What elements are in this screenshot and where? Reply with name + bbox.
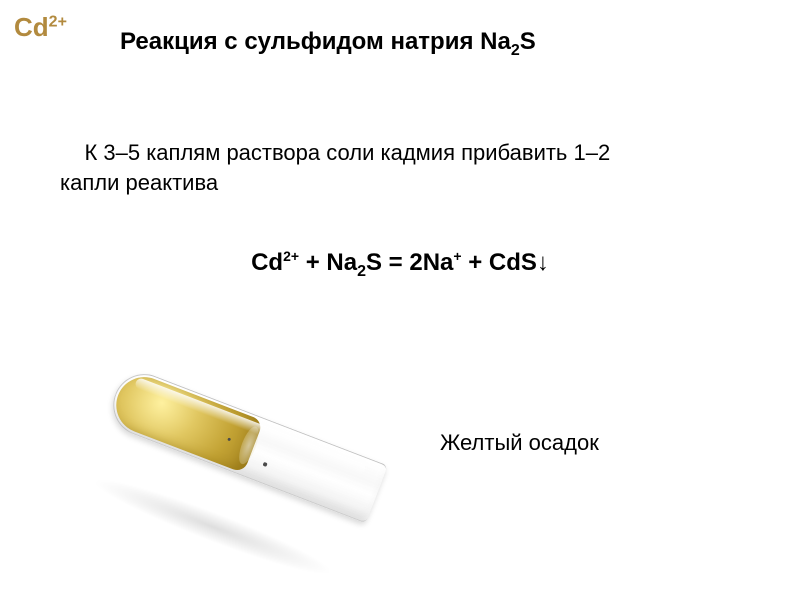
eq-p4: S = 2Na xyxy=(366,249,453,276)
speck-icon xyxy=(263,462,268,467)
instruction-line2: капли реактива xyxy=(60,170,218,195)
instruction-text: К 3–5 каплям раствора соли кадмия прибав… xyxy=(60,138,760,197)
title-sub: 2 xyxy=(511,42,520,59)
eq-p2: + Na xyxy=(299,249,357,276)
result-text: Желтый осадок xyxy=(440,430,599,456)
title-suffix: S xyxy=(520,28,536,55)
eq-p3: 2 xyxy=(357,263,366,280)
eq-p5: + xyxy=(453,248,461,264)
element-charge: 2+ xyxy=(49,13,67,30)
eq-p1: 2+ xyxy=(283,248,299,264)
eq-p0: Cd xyxy=(251,249,283,276)
element-symbol-text: Cd xyxy=(14,12,49,42)
title-prefix: Реакция с сульфидом натрия Na xyxy=(120,28,511,55)
instruction-line1: К 3–5 каплям раствора соли кадмия прибав… xyxy=(84,140,610,165)
slide-title: Реакция с сульфидом натрия Na2S xyxy=(120,28,536,60)
eq-p6: + CdS↓ xyxy=(462,249,549,276)
test-tube-figure xyxy=(93,339,397,551)
element-symbol: Cd2+ xyxy=(14,12,67,43)
chemical-equation: Cd2+ + Na2S = 2Na+ + CdS↓ xyxy=(0,248,800,281)
